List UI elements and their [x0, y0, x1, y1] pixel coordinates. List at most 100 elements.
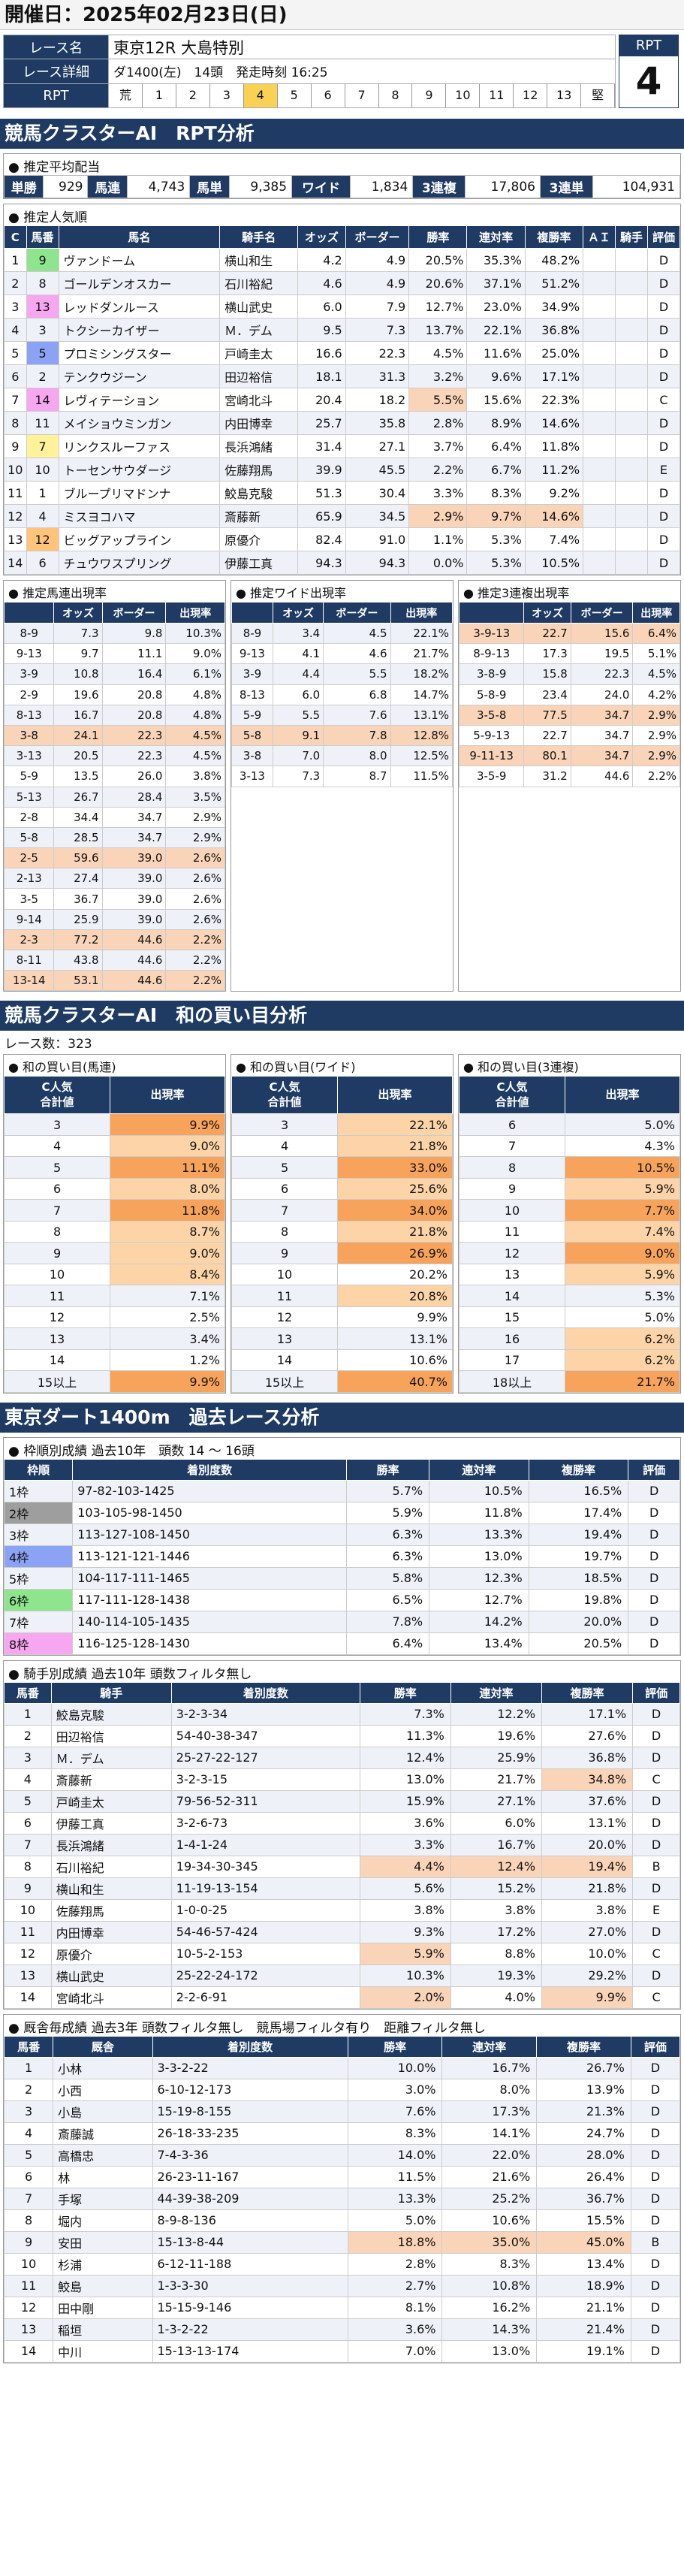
table-cell: 18以上	[458, 1370, 566, 1393]
table-cell: 8-11	[3, 949, 55, 971]
table-cell: 11.3%	[359, 1724, 451, 1747]
table-cell: 3-8	[231, 745, 273, 767]
table-cell	[615, 481, 648, 505]
table-cell: 5-9	[231, 704, 273, 726]
table-cell: 8.4%	[110, 1263, 225, 1286]
table-cell: 27.1%	[450, 1789, 543, 1813]
table-row: 5-9-13 22.7 34.7 2.9%	[458, 724, 680, 747]
table-cell: 25.0%	[524, 341, 584, 365]
table-cell: 20.0%	[528, 1610, 629, 1633]
header-row: 馬番 厩舎 着別度数 勝率 連対率 複勝率 評価	[3, 2035, 681, 2058]
table-cell	[583, 318, 616, 342]
table-cell: 27.0%	[541, 1920, 634, 1943]
table-cell	[583, 271, 616, 295]
table-cell: 2	[26, 364, 59, 388]
table-cell: 原優介	[219, 527, 298, 551]
table-row: 1 小林 3-3-2-22 10.0% 16.7% 26.7% D	[3, 2056, 681, 2079]
table-cell: 104-117-111-1465	[72, 1566, 348, 1590]
table-cell: 3-13	[3, 745, 55, 767]
table-cell: 11.6%	[466, 341, 526, 365]
table-cell: 48.2%	[524, 248, 584, 272]
table-row: 6 5.0%	[458, 1113, 680, 1136]
table-row: 5-9 5.5 7.6 13.1%	[231, 704, 453, 726]
table-cell: D	[646, 318, 681, 342]
table-cell: 5	[3, 1156, 111, 1179]
table-cell: 2-2-6-91	[170, 1986, 360, 2009]
table-cell: 横山和生	[50, 1877, 172, 1900]
table-cell: 37.6%	[541, 1789, 634, 1813]
table-cell: 6.8	[323, 684, 391, 705]
wa-sanrenpuku-title: 和の買い目(3連複)	[459, 1055, 680, 1076]
table-cell: 13.5	[53, 766, 103, 787]
table-cell: 5	[4, 1789, 52, 1813]
column-header-line: 合計値	[495, 1095, 529, 1109]
payout-value: 17,806	[465, 175, 541, 198]
table-cell: 8.8%	[450, 1942, 543, 1965]
table-cell: 15-19-8-155	[152, 2100, 348, 2123]
column-header: 馬番	[26, 225, 59, 249]
table-cell: 4.6	[323, 643, 391, 665]
table-cell: 3-3-2-22	[152, 2056, 348, 2079]
table-cell: 19.6	[53, 684, 103, 705]
payout-type: 馬連	[87, 175, 128, 198]
table-cell: 79-56-52-311	[170, 1789, 360, 1813]
table-cell: D	[628, 1566, 680, 1590]
table-cell: 5.5	[272, 704, 324, 726]
table-cell: 22.1%	[466, 318, 526, 342]
table-cell: 3.8%	[359, 1898, 451, 1922]
column-header: 出現率	[632, 602, 680, 624]
table-row: 8-13 6.0 6.8 14.7%	[231, 684, 453, 705]
table-cell: D	[632, 1833, 680, 1856]
table-row: 1 9 ヴァンドーム 横山和生 4.2 4.9 20.5% 35.3% 48.2% D	[4, 248, 681, 272]
table-cell: 21.1%	[536, 2296, 631, 2319]
table-row: 3 22.1%	[231, 1113, 453, 1136]
column-header: 連対率	[429, 1458, 529, 1481]
table-cell: 斎藤誠	[53, 2122, 153, 2145]
table-cell: 9	[4, 1877, 52, 1900]
wide-table: オッズ ボーダー 出現率 8-9 3.4 4.5 22.1% 9-13 4.1 4.6 21.7% 3…	[231, 602, 453, 787]
column-header: 着別度数	[170, 1681, 360, 1704]
table-row: 9-11-13 80.1 34.7 2.9%	[458, 745, 680, 767]
table-cell: 28.4	[101, 786, 167, 808]
popularity-title: 推定人気順	[4, 204, 680, 225]
column-header	[458, 602, 525, 624]
table-row: 2-13 27.4 39.0 2.6%	[3, 868, 225, 889]
table-cell: 34.8%	[541, 1768, 634, 1791]
table-cell: C	[632, 1986, 680, 2009]
table-cell	[615, 341, 648, 365]
table-cell: 戸崎圭太	[219, 341, 298, 365]
table-cell: 6.0	[272, 684, 324, 705]
table-cell: 9	[231, 1242, 339, 1264]
table-cell: D	[630, 2296, 681, 2319]
table-cell: 22.3	[101, 745, 167, 767]
table-cell: 20.8	[101, 704, 167, 726]
table-cell: 5.5	[323, 663, 391, 685]
table-cell: 7.8%	[346, 1610, 430, 1633]
payout-panel: 推定平均配当 単勝929馬連4,743馬単9,385ワイド1,8343連複17,…	[3, 153, 681, 199]
rpt-scale-cell: 7	[345, 83, 379, 107]
table-cell: 8.3%	[347, 2122, 443, 2145]
table-cell: 3.6%	[347, 2318, 443, 2341]
table-cell: 5	[3, 2143, 54, 2167]
table-cell: 15.6	[570, 622, 634, 645]
table-cell: D	[632, 1964, 680, 1987]
table-cell: 10	[4, 1898, 52, 1922]
table-cell: 21.7%	[390, 643, 453, 665]
table-cell: 小林	[53, 2056, 153, 2079]
table-cell: 7.6%	[347, 2100, 443, 2123]
column-header-line: C人気	[41, 1080, 73, 1095]
table-cell: 17.1%	[524, 364, 584, 388]
table-cell: 22.3	[345, 341, 410, 365]
table-cell: 横山和生	[219, 248, 298, 272]
table-cell: C	[646, 388, 681, 412]
column-header	[231, 602, 273, 624]
table-row: 3-5-9 31.2 44.6 2.2%	[458, 766, 680, 787]
table-cell: 内田博幸	[219, 411, 298, 435]
table-cell: 7.4%	[524, 527, 584, 551]
table-cell: 9.7	[53, 643, 103, 665]
table-row: 7 4.3%	[458, 1134, 680, 1158]
table-cell	[615, 364, 648, 388]
table-cell: 2.7%	[347, 2274, 443, 2297]
sanrenpuku-table: オッズ ボーダー 出現率 3-9-13 22.7 15.6 6.4% 8-9-13 17.3 19…	[458, 602, 680, 787]
